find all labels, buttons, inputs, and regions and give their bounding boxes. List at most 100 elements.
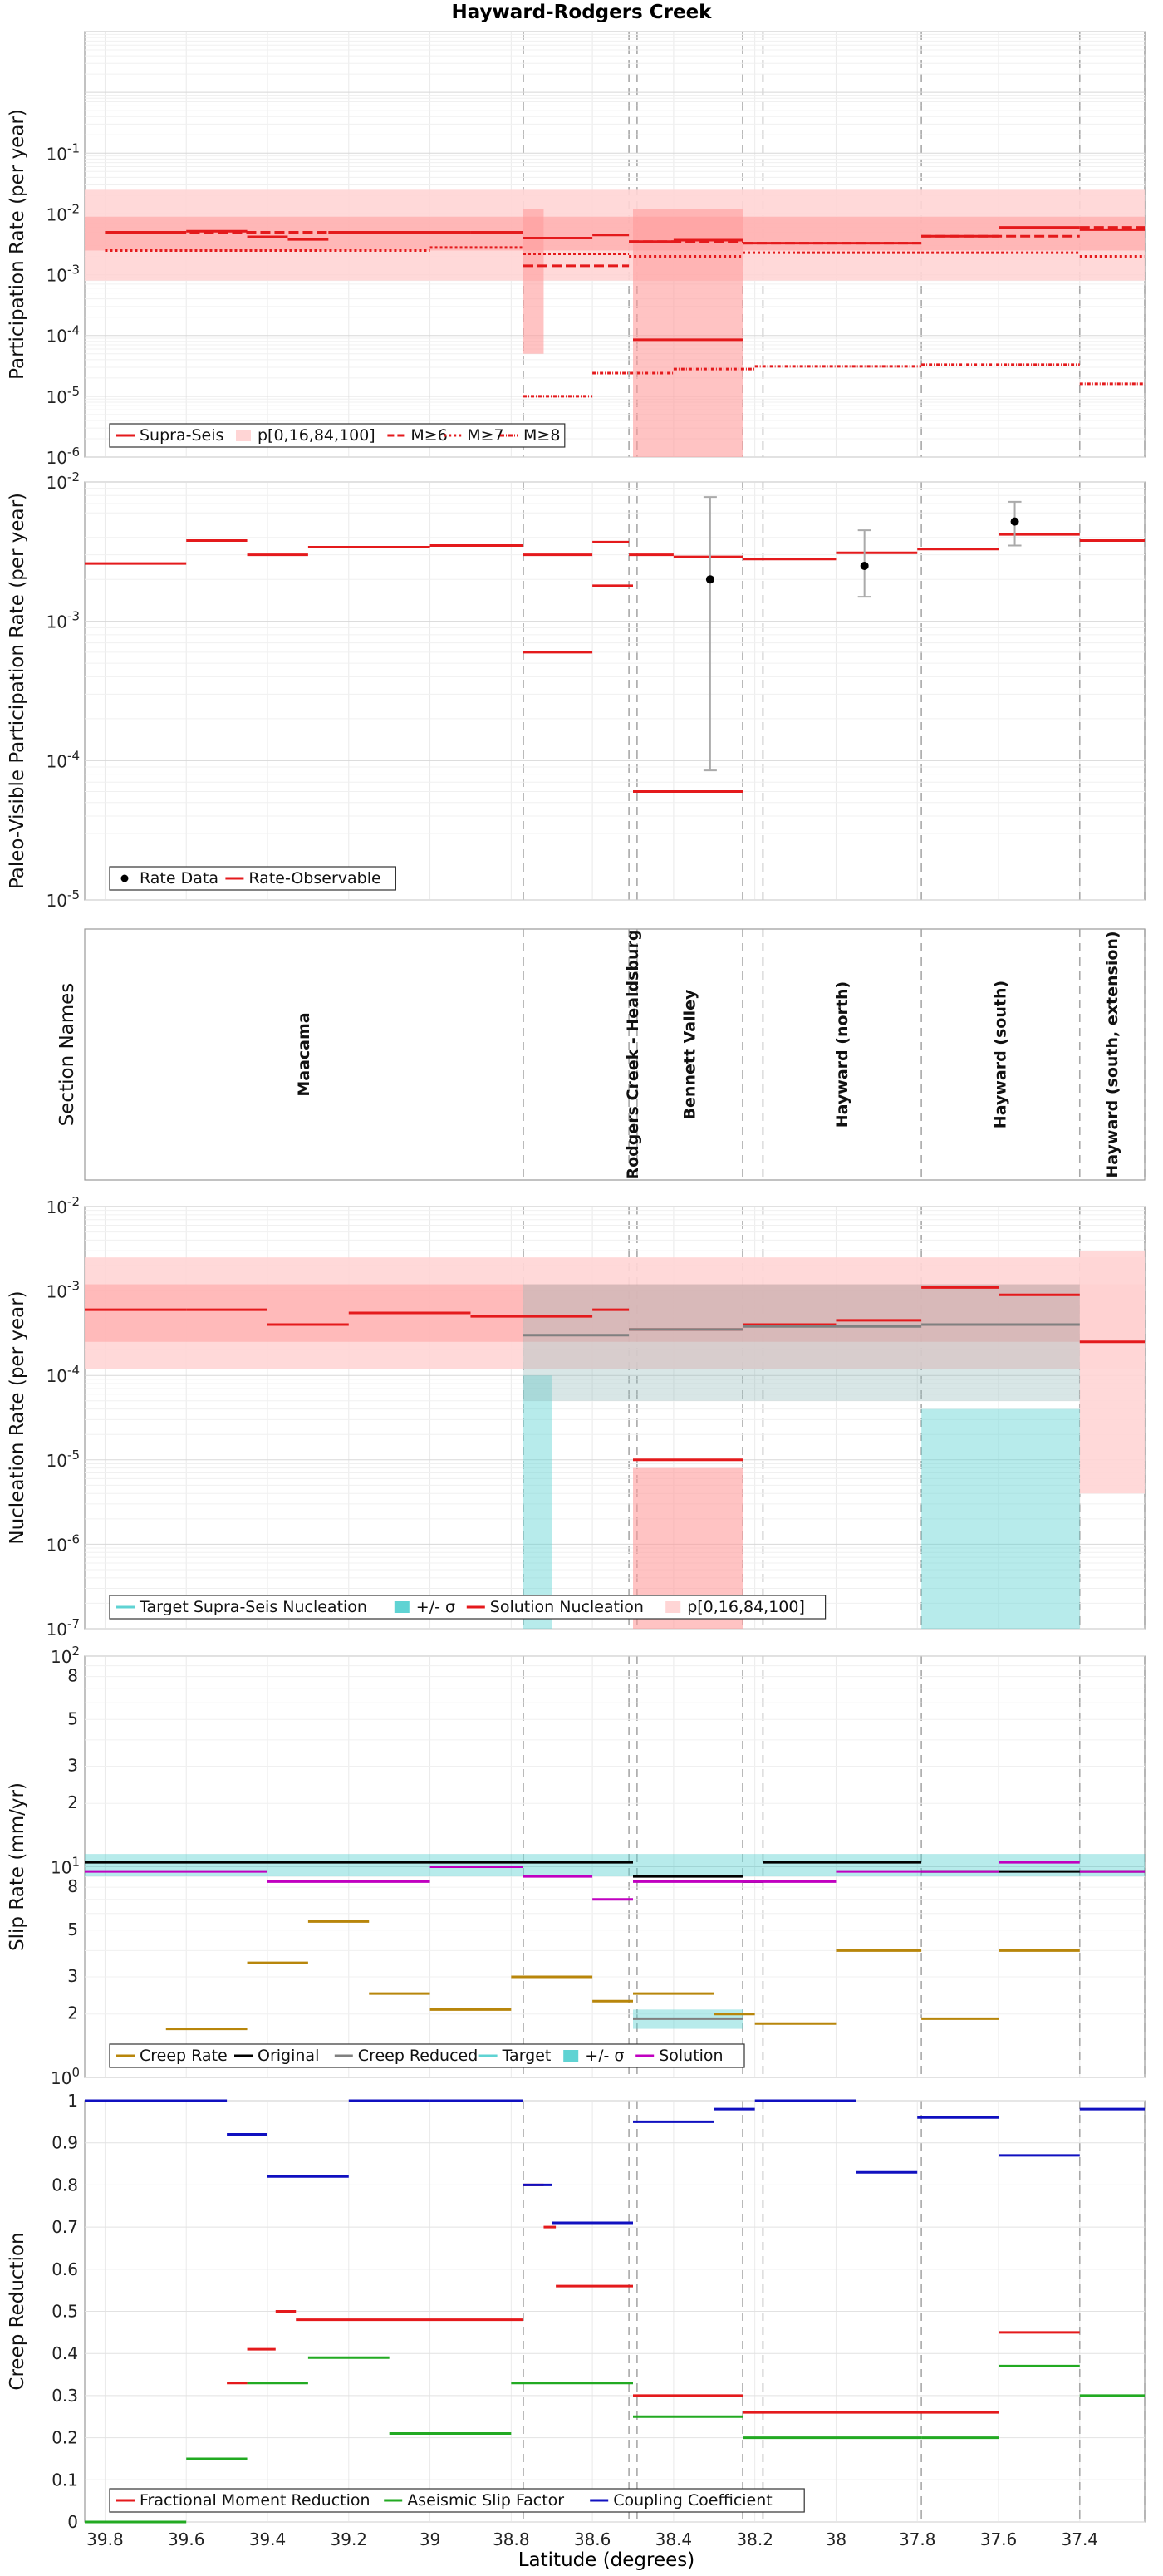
legend-box (109, 866, 396, 891)
x-tick-label: 39.8 (86, 2529, 124, 2549)
y-tick-label: 0.2 (52, 2428, 78, 2448)
x-tick-label: 37.8 (899, 2529, 936, 2549)
legend-label: Creep Rate (140, 2047, 228, 2065)
y-tick-label: 10-5 (47, 887, 80, 911)
y-minor-tick-label: 8 (67, 1876, 78, 1896)
target-sigma-band (523, 1375, 552, 1629)
y-tick-label: 0.8 (52, 2175, 78, 2195)
legend-label: Solution (659, 2047, 723, 2065)
legend-marker (665, 1601, 681, 1613)
legend-label: Solution Nucleation (490, 1598, 644, 1616)
figure-title: Hayward-Rodgers Creek (452, 2, 713, 23)
y-minor-tick-label: 5 (67, 1920, 78, 1939)
x-tick-label: 38.2 (736, 2529, 773, 2549)
y-tick-label: 10-3 (47, 1279, 80, 1302)
y-axis-label: Creep Reduction (7, 2232, 28, 2390)
legend-label: Rate-Observable (248, 869, 380, 887)
legend-marker (394, 1601, 410, 1613)
y-tick-label: 0.3 (52, 2386, 78, 2406)
y-minor-tick-label: 2 (67, 2003, 78, 2023)
legend-box (109, 423, 566, 448)
y-tick-label: 0.6 (52, 2259, 78, 2279)
range-band (523, 209, 544, 354)
y-tick-label: 102 (51, 1644, 80, 1667)
y-minor-tick-label: 3 (67, 1966, 78, 1986)
y-tick-label: 10-4 (47, 323, 80, 347)
legend-label: Target Supra-Seis Nucleation (139, 1598, 367, 1616)
legend-label: Target (502, 2047, 552, 2065)
legend-label: p[0,16,84,100] (687, 1598, 805, 1616)
legend-label: Rate Data (140, 869, 218, 887)
legend-label: +/- σ (585, 2047, 624, 2065)
y-tick-label: 10-7 (47, 1616, 80, 1639)
y-tick-label: 100 (51, 2065, 80, 2088)
x-tick-label: 39.4 (249, 2529, 287, 2549)
y-tick-label: 10-3 (47, 609, 80, 632)
y-tick-label: 0.4 (52, 2343, 78, 2363)
panel-paleo: 10-5 10-4 10-3 10-2 Paleo-Visible Participat… (7, 469, 1146, 911)
y-tick-label: 0.9 (52, 2133, 78, 2153)
x-tick-label: 38 (826, 2529, 846, 2549)
legend-box (109, 2488, 805, 2513)
y-axis-label: Section Names (56, 983, 78, 1127)
section-name: Hayward (south) (991, 981, 1009, 1128)
y-tick-label: 10-4 (47, 748, 80, 771)
y-tick-label: 0 (67, 2512, 78, 2532)
panel-creep: 0 0.1 0.2 0.3 0.4 0.5 0.6 0.7 0.8 0.9 1 Creep Reduc… (7, 2091, 1146, 2549)
y-tick-label: 10-5 (47, 384, 80, 407)
y-tick-label: 0.7 (52, 2217, 78, 2237)
y-tick-label: 10-4 (47, 1363, 80, 1386)
legend-label: +/- σ (416, 1598, 455, 1616)
section-name: Bennett Valley (680, 989, 699, 1119)
panel-nucleation: 10-7 10-6 10-5 10-4 10-3 10-2 Nucleation Rate … (7, 1194, 1146, 1639)
y-minor-tick-label: 8 (67, 1666, 78, 1686)
panels: 10-6 10-5 10-4 10-3 10-2 10-1 Participation Ra… (7, 31, 1146, 2549)
range-band (633, 209, 743, 457)
y-axis-label: Slip Rate (mm/yr) (7, 1782, 28, 1951)
y-minor-tick-label: 3 (67, 1756, 78, 1776)
panel-sections: Section Names Maacama Rodgers Creek - Heal… (56, 928, 1146, 1181)
target-sigma-band (523, 1284, 1080, 1401)
legend-label: Creep Reduced (358, 2047, 478, 2065)
y-tick-label: 0.5 (52, 2302, 78, 2322)
legend-label: M≥7 (467, 426, 503, 445)
y-tick-label: 10-5 (47, 1448, 80, 1471)
x-tick-label: 39 (420, 2529, 440, 2549)
section-name: Rodgers Creek - Healdsburg (624, 929, 642, 1179)
legend-label: Supra-Seis (140, 426, 223, 445)
y-tick-label: 10-2 (47, 469, 80, 493)
range-band-inner (85, 1284, 1145, 1342)
x-tick-label: 39.6 (168, 2529, 205, 2549)
legend-label: Aseismic Slip Factor (407, 2491, 564, 2510)
x-tick-label: 37.4 (1062, 2529, 1099, 2549)
y-tick-label: 10-2 (47, 1194, 80, 1217)
legend-label: Original (258, 2047, 319, 2065)
legend-label: p[0,16,84,100] (258, 426, 375, 445)
target-sigma-band (85, 1854, 1145, 1877)
y-tick-label: 0.1 (52, 2470, 78, 2490)
legend-label: Fractional Moment Reduction (140, 2491, 370, 2510)
x-tick-label: 38.4 (655, 2529, 693, 2549)
y-tick-label: 101 (51, 1855, 80, 1878)
legend-marker (236, 430, 251, 441)
y-tick-label: 1 (67, 2091, 78, 2111)
panel-slip: 100 101 102 2 3 5 8 2 3 5 8 Slip Rate (mm/yr) Creep … (7, 1644, 1146, 2088)
y-minor-tick-label: 2 (67, 1792, 78, 1812)
y-tick-label: 10-6 (47, 1531, 80, 1555)
legend-label: M≥6 (410, 426, 447, 445)
axes-frame (84, 928, 1146, 1181)
legend-label: M≥8 (523, 426, 560, 445)
y-axis-label: Nucleation Rate (per year) (7, 1290, 28, 1544)
y-tick-label: 10-3 (47, 263, 80, 286)
legend-marker (563, 2050, 579, 2062)
y-axis-label: Participation Rate (per year) (7, 109, 28, 380)
x-tick-label: 38.8 (493, 2529, 530, 2549)
section-name: Hayward (north) (833, 981, 851, 1128)
range-band-inner (85, 216, 1145, 251)
x-tick-label: 37.6 (980, 2529, 1018, 2549)
y-tick-label: 10-1 (47, 140, 80, 164)
x-tick-label: 39.2 (331, 2529, 368, 2549)
rate-data-point (705, 575, 714, 584)
y-axis-label: Paleo-Visible Participation Rate (per ye… (7, 493, 28, 889)
legend-label: Coupling Coefficient (613, 2491, 773, 2510)
